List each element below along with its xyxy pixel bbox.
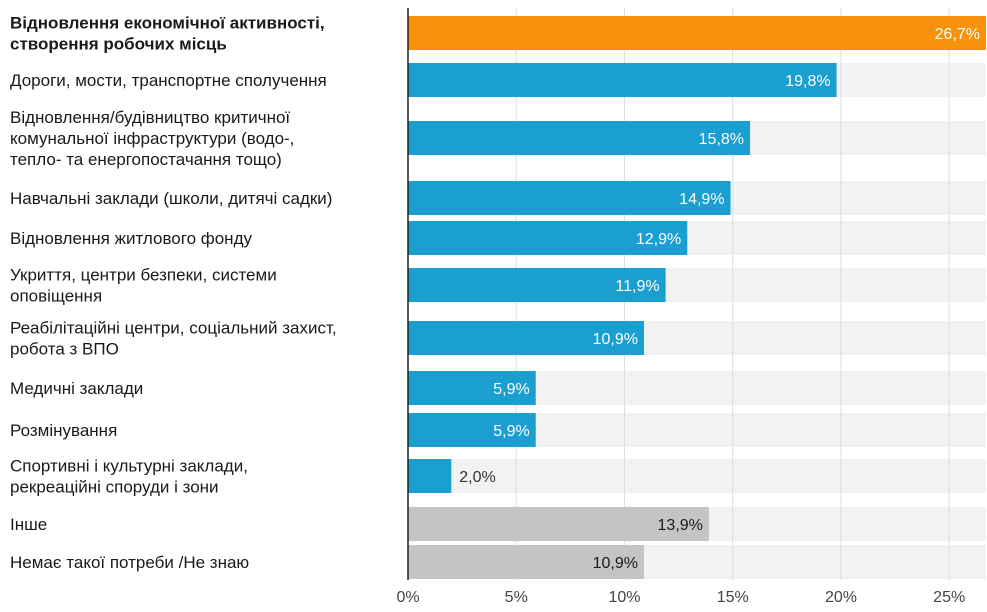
value-label: 2,0% — [459, 469, 495, 486]
category-label: Спортивні і культурні заклади, рекреаційн… — [10, 457, 248, 497]
value-label: 10,9% — [593, 555, 638, 572]
x-tick-label: 10% — [608, 589, 640, 606]
category-label-line: оповіщення — [10, 287, 102, 306]
bar — [408, 181, 731, 215]
value-label: 26,7% — [935, 26, 980, 43]
category-label: Розмінування — [10, 421, 117, 440]
bar — [408, 321, 644, 355]
category-label: Відновлення/будівництво критичної комунал… — [10, 108, 294, 169]
bars — [408, 16, 986, 579]
bar — [408, 413, 536, 447]
category-label: Немає такої потреби /Не знаю — [10, 553, 249, 572]
category-label-line: Відновлення житлового фонду — [10, 229, 252, 248]
value-label: 12,9% — [636, 231, 681, 248]
category-label: Інше — [10, 515, 47, 534]
category-label: Укриття, центри безпеки, системи оповіщен… — [10, 266, 277, 306]
category-label: Навчальні заклади (школи, дитячі садки) — [10, 189, 332, 208]
value-label: 14,9% — [679, 191, 724, 208]
value-label: 13,9% — [658, 517, 703, 534]
category-label-line: Реабілітаційні центри, соціальний захист… — [10, 319, 337, 338]
value-label: 15,8% — [699, 131, 744, 148]
x-tick-label: 25% — [933, 589, 965, 606]
bar — [408, 459, 452, 493]
value-label: 5,9% — [493, 381, 529, 398]
category-label: Відновлення економічної активності, створ… — [10, 14, 325, 54]
bar — [408, 221, 688, 255]
category-label-line: Спортивні і культурні заклади, — [10, 457, 248, 476]
category-label-line: Інше — [10, 515, 47, 534]
category-label: Медичні заклади — [10, 379, 143, 398]
category-label-line: рекреаційні споруди і зони — [10, 478, 219, 497]
bar — [408, 63, 837, 97]
value-labels: 26,7% 19,8% 15,8% 14,9% 12,9% 11,9% 10,9% 5,9% 5… — [459, 26, 980, 572]
bar — [408, 507, 709, 541]
bar — [408, 121, 751, 155]
bar-track — [408, 459, 986, 493]
category-label-line: Немає такої потреби /Не знаю — [10, 553, 249, 572]
category-label-line: Розмінування — [10, 421, 117, 440]
bar — [408, 545, 644, 579]
category-label-line: створення робочих місць — [10, 35, 227, 54]
x-tick-label: 20% — [825, 589, 857, 606]
category-label-line: Медичні заклади — [10, 379, 143, 398]
category-label-line: Відновлення/будівництво критичної — [10, 108, 290, 127]
category-label-line: Навчальні заклади (школи, дитячі садки) — [10, 189, 332, 208]
value-label: 11,9% — [615, 278, 659, 295]
category-label: Дороги, мости, транспортне сполучення — [10, 71, 327, 90]
x-tick-label: 0% — [396, 589, 419, 606]
category-label-line: робота з ВПО — [10, 340, 119, 359]
x-tick-label: 15% — [717, 589, 749, 606]
category-label-line: тепло- та енергопостачання тощо) — [10, 150, 282, 169]
bar — [408, 268, 666, 302]
category-label: Відновлення житлового фонду — [10, 229, 252, 248]
category-label-line: Дороги, мости, транспортне сполучення — [10, 71, 327, 90]
category-labels: Відновлення економічної активності, створ… — [10, 14, 337, 573]
value-label: 5,9% — [493, 423, 529, 440]
category-label-line: Відновлення економічної активності, — [10, 14, 325, 33]
bar — [408, 16, 986, 50]
bar — [408, 371, 536, 405]
category-label-line: комунальної інфраструктури (водо-, — [10, 129, 294, 148]
category-label: Реабілітаційні центри, соціальний захист… — [10, 319, 337, 359]
value-label: 19,8% — [785, 73, 830, 90]
x-axis: 0% 5% 10% 15% 20% 25% — [396, 8, 965, 606]
category-label-line: Укриття, центри безпеки, системи — [10, 266, 277, 285]
value-label: 10,9% — [593, 331, 638, 348]
x-tick-label: 5% — [505, 589, 528, 606]
